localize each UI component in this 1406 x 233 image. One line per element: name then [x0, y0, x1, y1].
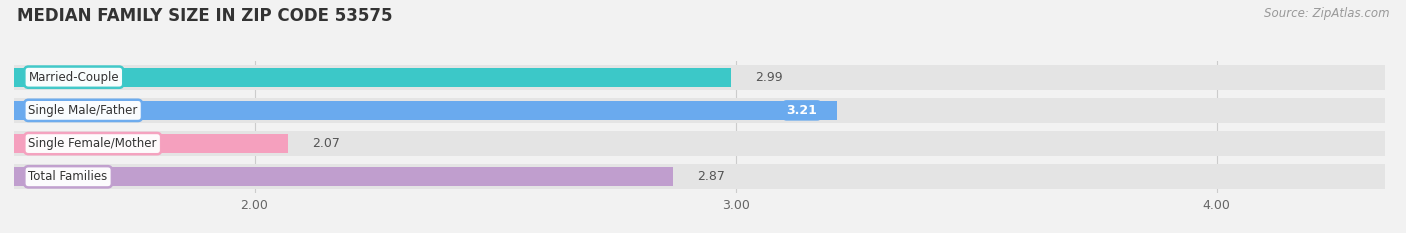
- Bar: [14, 98, 1385, 123]
- Text: Married-Couple: Married-Couple: [28, 71, 120, 84]
- Text: 3.21: 3.21: [786, 104, 817, 117]
- Text: 2.87: 2.87: [697, 170, 725, 183]
- Bar: [14, 68, 731, 87]
- Text: MEDIAN FAMILY SIZE IN ZIP CODE 53575: MEDIAN FAMILY SIZE IN ZIP CODE 53575: [17, 7, 392, 25]
- Text: Total Families: Total Families: [28, 170, 108, 183]
- Text: 2.99: 2.99: [755, 71, 782, 84]
- Bar: [14, 101, 837, 120]
- Text: Source: ZipAtlas.com: Source: ZipAtlas.com: [1264, 7, 1389, 20]
- Bar: [14, 65, 1385, 90]
- Text: Single Female/Mother: Single Female/Mother: [28, 137, 157, 150]
- Bar: [14, 164, 1385, 189]
- Bar: [14, 134, 288, 153]
- Text: Single Male/Father: Single Male/Father: [28, 104, 138, 117]
- Text: 2.07: 2.07: [312, 137, 340, 150]
- Bar: [14, 167, 673, 186]
- Bar: [14, 131, 1385, 156]
